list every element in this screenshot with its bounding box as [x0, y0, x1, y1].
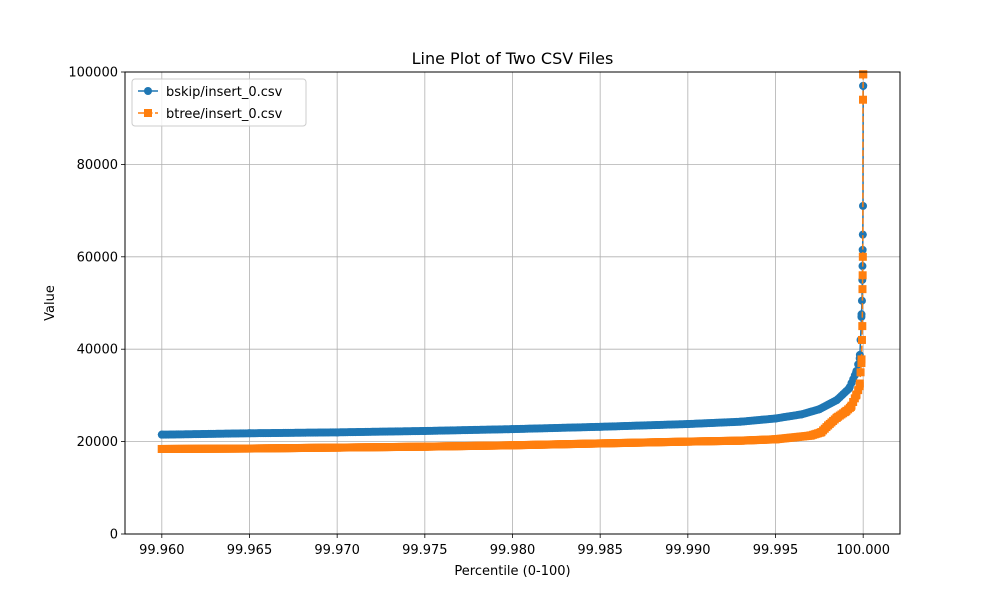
legend-box: [131, 78, 307, 127]
x-tick-label: 99.990: [665, 543, 711, 558]
chart-title: Line Plot of Two CSV Files: [412, 49, 614, 68]
data-point-btree: [817, 428, 826, 437]
data-point-btree: [859, 95, 868, 104]
legend-label-bskip: bskip/insert_0.csv: [166, 85, 283, 100]
data-point-bskip: [858, 230, 867, 239]
data-point-bskip: [596, 422, 605, 431]
data-point-btree: [852, 391, 861, 400]
x-tick-label: 99.980: [490, 543, 536, 558]
x-tick-label: 99.960: [139, 543, 185, 558]
data-point-btree: [855, 382, 864, 391]
data-point-bskip: [508, 425, 517, 434]
legend: bskip/insert_0.csv btree/insert_0.csv: [131, 78, 307, 127]
data-point-btree: [846, 402, 855, 411]
data-point-btree: [824, 421, 833, 430]
data-point-bskip: [845, 384, 854, 393]
y-tick-label: 60000: [77, 250, 118, 265]
legend-label-btree: btree/insert_0.csv: [166, 107, 283, 122]
data-point-bskip: [157, 430, 166, 439]
data-point-btree: [858, 252, 867, 261]
series-markers-bskip: [157, 81, 868, 439]
series-btree: [157, 70, 868, 453]
data-point-btree: [857, 359, 866, 368]
data-point-btree: [841, 407, 850, 416]
series-markers-btree: [157, 70, 868, 453]
data-point-bskip: [857, 312, 866, 321]
x-axis-ticks: 99.960 99.965 99.970 99.975 99.980 99.985 99.9…: [139, 534, 890, 558]
data-point-bskip: [797, 410, 806, 419]
y-axis-ticks: 0 20000 40000 60000 80000 100000: [68, 66, 125, 543]
data-point-btree: [857, 335, 866, 344]
y-tick-label: 40000: [77, 343, 118, 358]
data-point-btree: [157, 444, 166, 453]
series-layer: [157, 70, 868, 453]
data-point-btree: [420, 442, 429, 451]
data-point-bskip: [333, 428, 342, 437]
x-tick-label: 100.000: [836, 543, 890, 558]
data-point-bskip: [736, 417, 745, 426]
x-tick-label: 99.975: [402, 543, 448, 558]
y-tick-label: 0: [110, 528, 118, 543]
x-tick-label: 99.985: [577, 543, 623, 558]
data-point-bskip: [815, 405, 824, 414]
x-tick-label: 99.995: [753, 543, 799, 558]
data-point-bskip: [858, 245, 867, 254]
x-axis-title: Percentile (0-100): [454, 564, 570, 579]
series-bskip: [157, 81, 868, 439]
y-tick-label: 100000: [68, 66, 118, 81]
data-point-btree: [858, 271, 867, 280]
y-axis-title: Value: [43, 285, 58, 321]
data-point-btree: [858, 322, 867, 331]
data-point-bskip: [420, 426, 429, 435]
data-point-btree: [832, 413, 841, 422]
y-tick-label: 80000: [77, 158, 118, 173]
data-point-btree: [596, 439, 605, 448]
y-tick-label: 20000: [77, 435, 118, 450]
data-point-bskip: [832, 396, 841, 405]
data-point-btree: [683, 437, 692, 446]
data-point-btree: [736, 436, 745, 445]
legend-marker-bskip: [144, 87, 152, 95]
data-point-bskip: [857, 296, 866, 305]
data-point-btree: [245, 444, 254, 453]
data-point-btree: [508, 441, 517, 450]
data-point-btree: [856, 368, 865, 377]
data-point-btree: [859, 70, 868, 79]
x-tick-label: 99.970: [314, 543, 360, 558]
legend-marker-btree: [144, 109, 152, 117]
data-point-btree: [858, 285, 867, 294]
data-point-bskip: [245, 429, 254, 438]
data-point-btree: [771, 435, 780, 444]
data-point-btree: [333, 443, 342, 452]
data-point-bskip: [771, 414, 780, 423]
series-line-btree: [161, 74, 864, 450]
data-point-btree: [806, 431, 815, 440]
data-point-bskip: [683, 420, 692, 429]
x-tick-label: 99.965: [227, 543, 273, 558]
